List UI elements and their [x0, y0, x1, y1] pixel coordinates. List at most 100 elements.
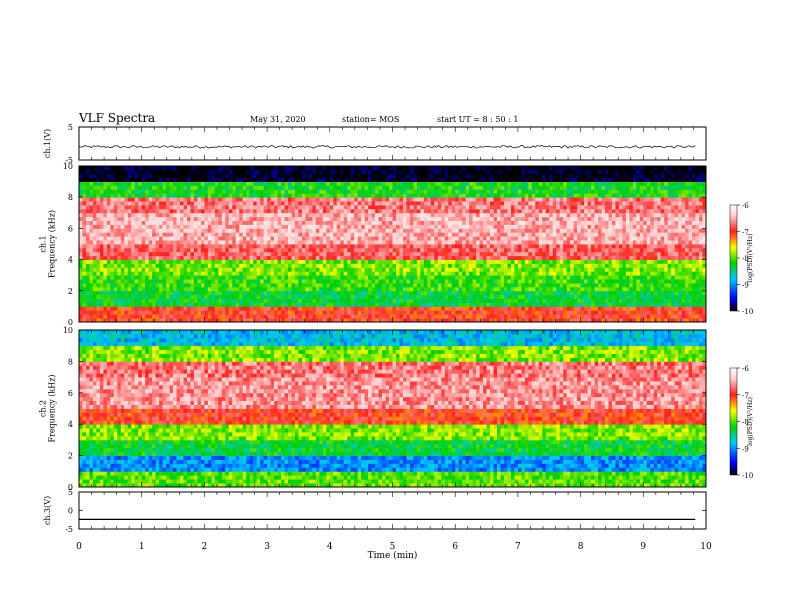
spectrogram-cell — [406, 310, 411, 315]
spectrogram-cell — [448, 173, 453, 179]
spectrogram-cell — [117, 240, 122, 245]
spectrogram-cell — [451, 286, 456, 292]
spectrogram-cell — [416, 275, 421, 280]
spectrogram-cell — [138, 177, 143, 182]
spectrogram-cell — [288, 185, 292, 190]
spectrogram-cell — [138, 302, 143, 307]
spectrogram-cell — [395, 220, 400, 225]
spectrogram-cell — [343, 228, 348, 233]
spectrogram-cell — [416, 290, 421, 296]
spectrogram-cell — [235, 263, 240, 268]
spectrogram-cell — [406, 181, 411, 186]
spectrogram-cell — [315, 181, 320, 186]
spectrogram-cell — [277, 189, 282, 194]
spectrogram-cell — [305, 169, 310, 175]
spectrogram-cell — [155, 181, 160, 186]
spectrogram-cell — [497, 220, 501, 225]
spectrogram-cell — [455, 224, 460, 229]
spectrogram-cell — [497, 173, 501, 179]
spectrogram-cell — [204, 290, 209, 296]
spectrogram-cell — [239, 166, 244, 171]
spectrogram-cell — [448, 267, 453, 272]
spectrogram-cell — [340, 259, 345, 264]
spectrogram-cell — [120, 294, 125, 299]
spectrogram-cell — [235, 166, 240, 171]
spectrogram-cell — [437, 251, 442, 257]
spectrogram-cell — [235, 197, 240, 202]
spectrogram-cell — [239, 212, 244, 218]
spectrogram-cell — [402, 244, 407, 249]
spectrogram-cell — [204, 247, 209, 253]
spectrogram-cell — [312, 216, 317, 221]
spectrogram-cell — [347, 244, 352, 249]
spectrogram-cell — [402, 224, 407, 229]
spectrogram-cell — [138, 236, 143, 241]
spectrogram-cell — [274, 298, 278, 303]
spectrogram-cell — [402, 205, 407, 210]
spectrogram-cell — [333, 259, 338, 264]
spectrogram-cell — [117, 267, 122, 272]
spectrogram-cell — [483, 173, 487, 179]
spectrogram-cell — [148, 216, 153, 221]
spectrogram-cell — [301, 251, 306, 257]
spectrogram-cell — [322, 173, 327, 179]
spectrogram-cell — [322, 259, 327, 264]
spectrogram-cell — [444, 193, 449, 198]
spectrogram-cell — [159, 244, 163, 249]
spectrogram-cell — [214, 228, 219, 233]
spectrogram-cell — [148, 283, 153, 288]
spectrogram-cell — [117, 201, 122, 206]
spectrogram-cell — [106, 228, 111, 233]
spectrogram-cell — [427, 294, 432, 299]
spectrogram-cell — [333, 314, 338, 319]
spectrogram-cell — [173, 236, 177, 241]
spectrogram-cell — [455, 185, 460, 190]
spectrogram-cell — [493, 201, 498, 206]
spectrogram-cell — [378, 216, 383, 221]
spectrogram-cell — [106, 244, 111, 249]
spectrogram-cell — [385, 169, 390, 175]
spectrogram-cell — [284, 189, 289, 194]
spectrogram-cell — [315, 193, 320, 198]
spectrogram-cell — [110, 236, 115, 241]
spectrogram-cell — [413, 244, 418, 249]
spectrogram-cell — [361, 251, 366, 257]
spectrogram-cell — [479, 283, 484, 288]
spectrogram-cell — [141, 177, 146, 182]
spectrogram-cell — [270, 185, 275, 190]
spectrogram-cell — [183, 283, 188, 288]
spectrogram-cell — [131, 220, 136, 225]
spectrogram-cell — [169, 247, 174, 253]
spectrogram-cell — [294, 181, 299, 186]
spectrogram-cell — [190, 283, 195, 288]
spectrogram-cell — [371, 197, 376, 202]
spectrogram-cell — [134, 197, 139, 202]
spectrogram-cell — [483, 166, 487, 171]
spectrogram-cell — [79, 228, 83, 233]
spectrogram-cell — [127, 177, 132, 182]
spectrogram-cell — [148, 193, 153, 198]
spectrogram-cell — [469, 236, 474, 241]
spectrogram-cell — [232, 232, 237, 237]
spectrogram-cell — [211, 166, 216, 171]
spectrogram-cell — [441, 251, 446, 257]
spectrogram-cell — [277, 310, 282, 315]
spectrogram-cell — [409, 193, 414, 198]
spectrogram-cell — [368, 244, 372, 249]
spectrogram-cell — [190, 267, 195, 272]
spectrogram-cell — [375, 275, 379, 280]
spectrogram-cell — [458, 294, 463, 299]
spectrogram-cell — [326, 275, 331, 280]
spectrogram-cell — [281, 220, 285, 225]
spectrogram-cell — [427, 244, 432, 249]
spectrogram-cell — [183, 318, 188, 323]
spectrogram-cell — [361, 228, 366, 233]
spectrogram-cell — [145, 318, 150, 323]
spectrogram-cell — [361, 271, 366, 276]
spectrogram-cell — [82, 201, 87, 206]
spectrogram-cell — [131, 318, 136, 323]
spectrogram-cell — [117, 181, 122, 186]
spectrogram-cell — [350, 275, 355, 280]
spectrogram-cell — [427, 275, 432, 280]
spectrogram-cell — [301, 247, 306, 253]
